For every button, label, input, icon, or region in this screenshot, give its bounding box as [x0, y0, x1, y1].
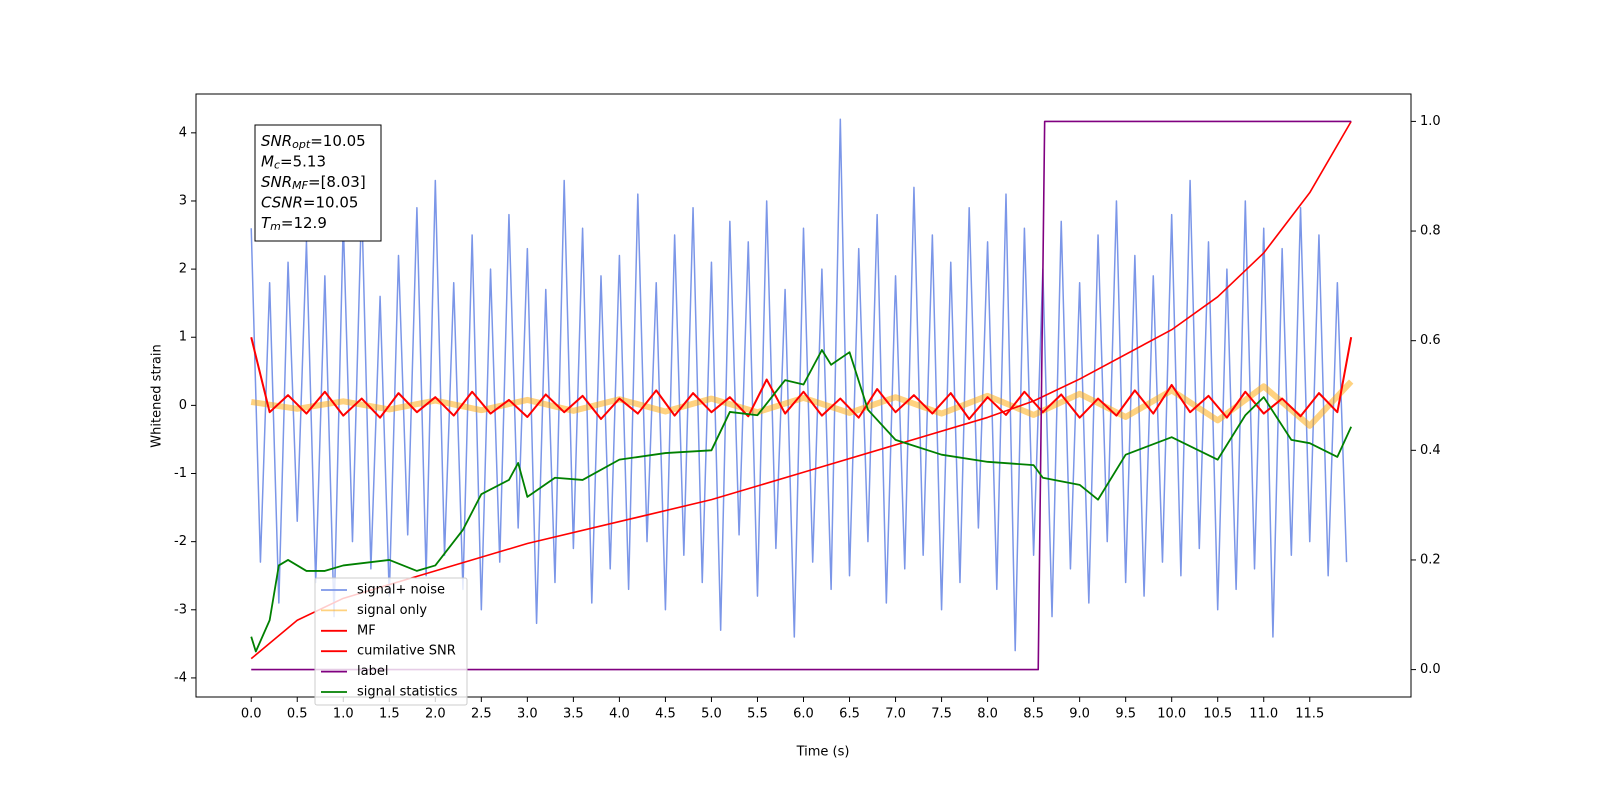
- x-tick-label: 8.5: [1023, 707, 1044, 722]
- x-tick-label: 5.5: [747, 707, 768, 722]
- x-axis-label: Time (s): [796, 745, 850, 760]
- annotation-line: CSNR=10.05: [261, 193, 358, 211]
- x-tick-label: 1.5: [379, 707, 400, 722]
- x-tick-label: 11.5: [1295, 707, 1324, 722]
- annotation-var: SNR: [261, 132, 292, 150]
- y-tick-label: -4: [174, 670, 187, 685]
- legend-label: MF: [357, 623, 376, 638]
- annotation-sub: opt: [292, 138, 311, 151]
- y-tick-label: 4: [179, 125, 187, 140]
- x-tick-label: 7.0: [885, 707, 906, 722]
- x-tick-label: 3.5: [563, 707, 584, 722]
- x-tick-label: 9.0: [1069, 707, 1090, 722]
- annotation-line: SNRMF=[8.03]: [261, 173, 366, 193]
- x-tick-label: 2.0: [425, 707, 446, 722]
- annotation-var: M: [261, 152, 274, 170]
- series-line: [250, 349, 1352, 653]
- x-tick-label: 3.0: [517, 707, 538, 722]
- plot-frame: [195, 93, 1412, 698]
- y-axis-label: Whitened strain: [150, 344, 165, 447]
- annotation-box: [254, 124, 382, 242]
- y-tick-label: 0: [179, 398, 187, 413]
- y2-tick-label: 1.0: [1420, 114, 1441, 129]
- legend: signal+ noise signal only MF cumilative SNR…: [314, 577, 468, 706]
- annotation-var: SNR: [261, 173, 292, 191]
- annotation-sub: MF: [292, 179, 308, 192]
- annotation-var: CSNR: [261, 193, 303, 211]
- series-line: [250, 337, 1353, 421]
- x-tick-label: 2.5: [471, 707, 492, 722]
- x-tick-label: 0.5: [287, 707, 308, 722]
- x-tick-label: 4.0: [609, 707, 630, 722]
- series-line: [250, 379, 1354, 429]
- x-tick-label: 7.5: [931, 707, 952, 722]
- annotation-var: T: [261, 214, 272, 232]
- x-tick-label: 10.0: [1157, 707, 1186, 722]
- x-tick-label: 10.5: [1203, 707, 1232, 722]
- x-tick-label: 0.0: [241, 707, 262, 722]
- y-tick-label: -3: [174, 602, 187, 617]
- annotation-sub: c: [274, 159, 280, 172]
- annotation-value: =[8.03]: [308, 173, 366, 191]
- y2-tick-label: 0.2: [1420, 552, 1441, 567]
- series-line: [250, 118, 1348, 652]
- annotation-value: =10.05: [310, 132, 366, 150]
- legend-box: [314, 577, 468, 706]
- annotation-line: Mc=5.13: [261, 152, 326, 172]
- x-tick-label: 9.5: [1115, 707, 1136, 722]
- annotation-value: =5.13: [280, 152, 326, 170]
- y-tick-label: -1: [174, 466, 187, 481]
- series-line: [251, 120, 1352, 671]
- legend-label: signal only: [357, 603, 427, 618]
- y-tick-label: 2: [179, 262, 187, 277]
- annotation-sub: m: [270, 220, 281, 233]
- x-tick-label: 6.5: [839, 707, 860, 722]
- legend-label: signal+ noise: [357, 583, 445, 598]
- legend-label: cumilative SNR: [357, 644, 456, 659]
- y-tick-label: -2: [174, 534, 187, 549]
- annotation-line: SNRopt=10.05: [261, 132, 366, 152]
- y-tick-label: 1: [179, 330, 187, 345]
- y-tick-label: 3: [179, 193, 187, 208]
- x-tick-label: 5.0: [701, 707, 722, 722]
- x-tick-label: 11.0: [1249, 707, 1278, 722]
- x-tick-label: 6.0: [793, 707, 814, 722]
- y2-tick-label: 0.4: [1420, 443, 1441, 458]
- y2-tick-label: 0.0: [1420, 662, 1441, 677]
- legend-label: label: [357, 664, 388, 679]
- x-tick-label: 1.0: [333, 707, 354, 722]
- x-tick-label: 8.0: [977, 707, 998, 722]
- annotation: SNRopt=10.05Mc=5.13SNRMF=[8.03]CSNR=10.0…: [254, 124, 382, 242]
- legend-label: signal statistics: [357, 685, 458, 700]
- annotation-value: =10.05: [303, 193, 359, 211]
- annotation-line: Tm=12.9: [261, 214, 327, 234]
- y2-tick-label: 0.8: [1420, 224, 1441, 239]
- y2-tick-label: 0.6: [1420, 333, 1441, 348]
- x-tick-label: 4.5: [655, 707, 676, 722]
- annotation-value: =12.9: [281, 214, 327, 232]
